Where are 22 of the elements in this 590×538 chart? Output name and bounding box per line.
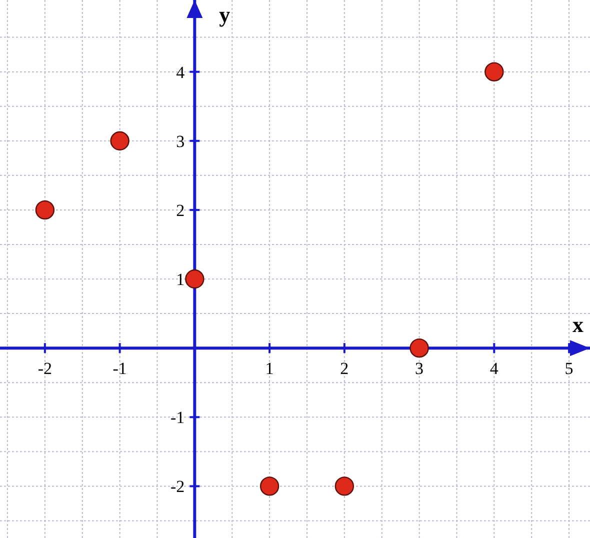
x-tick-label: 3 [415,359,424,378]
point [410,338,429,358]
x-tick-label: -1 [112,359,127,378]
x-tick-label: -2 [38,359,52,378]
point [484,62,504,82]
y-tick-label: -2 [170,477,185,496]
x-tick-label: 4 [490,359,499,378]
y-tick-label: 4 [176,62,186,82]
x-tick-label: 5 [564,359,574,378]
y-tick-label: 3 [176,132,185,151]
y-tick-label: 1 [176,270,185,290]
point [334,476,354,496]
x-axis-title: x [572,312,584,338]
y-tick-label: 2 [176,200,185,220]
point [35,200,55,220]
y-axis-title: y [219,2,230,27]
point [185,269,204,289]
x-tick-label: 2 [340,359,349,378]
x-tick-label: 1 [265,359,274,378]
y-tick-label: -1 [170,408,185,428]
point [260,476,280,496]
point [110,131,130,150]
